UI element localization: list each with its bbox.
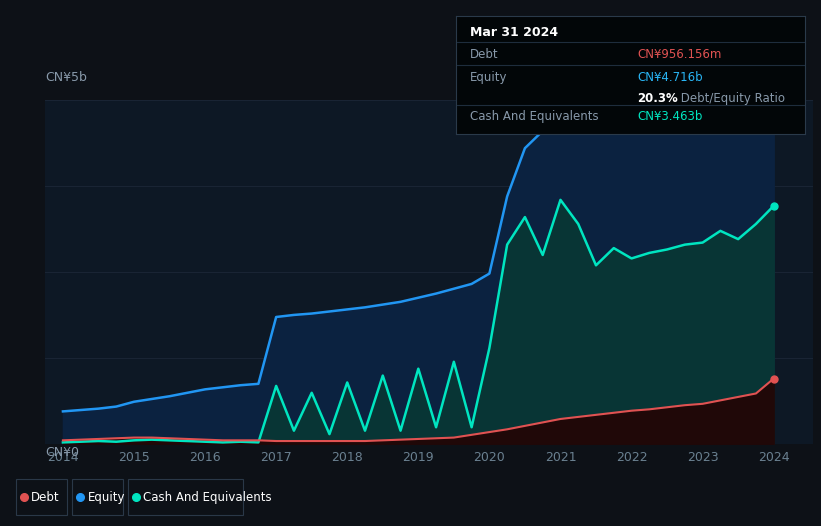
- Text: Debt/Equity Ratio: Debt/Equity Ratio: [677, 92, 785, 105]
- Text: Cash And Equivalents: Cash And Equivalents: [144, 491, 272, 503]
- Text: CN¥5b: CN¥5b: [45, 72, 87, 85]
- Text: Mar 31 2024: Mar 31 2024: [470, 26, 557, 39]
- Text: Debt: Debt: [31, 491, 60, 503]
- Text: CN¥4.716b: CN¥4.716b: [637, 72, 703, 84]
- Text: CN¥956.156m: CN¥956.156m: [637, 48, 722, 60]
- Text: Equity: Equity: [470, 72, 507, 84]
- Text: Cash And Equivalents: Cash And Equivalents: [470, 110, 599, 124]
- Text: CN¥0: CN¥0: [45, 446, 79, 459]
- Text: Debt: Debt: [470, 48, 498, 60]
- Text: Equity: Equity: [87, 491, 125, 503]
- Text: 20.3%: 20.3%: [637, 92, 678, 105]
- Text: CN¥3.463b: CN¥3.463b: [637, 110, 703, 124]
